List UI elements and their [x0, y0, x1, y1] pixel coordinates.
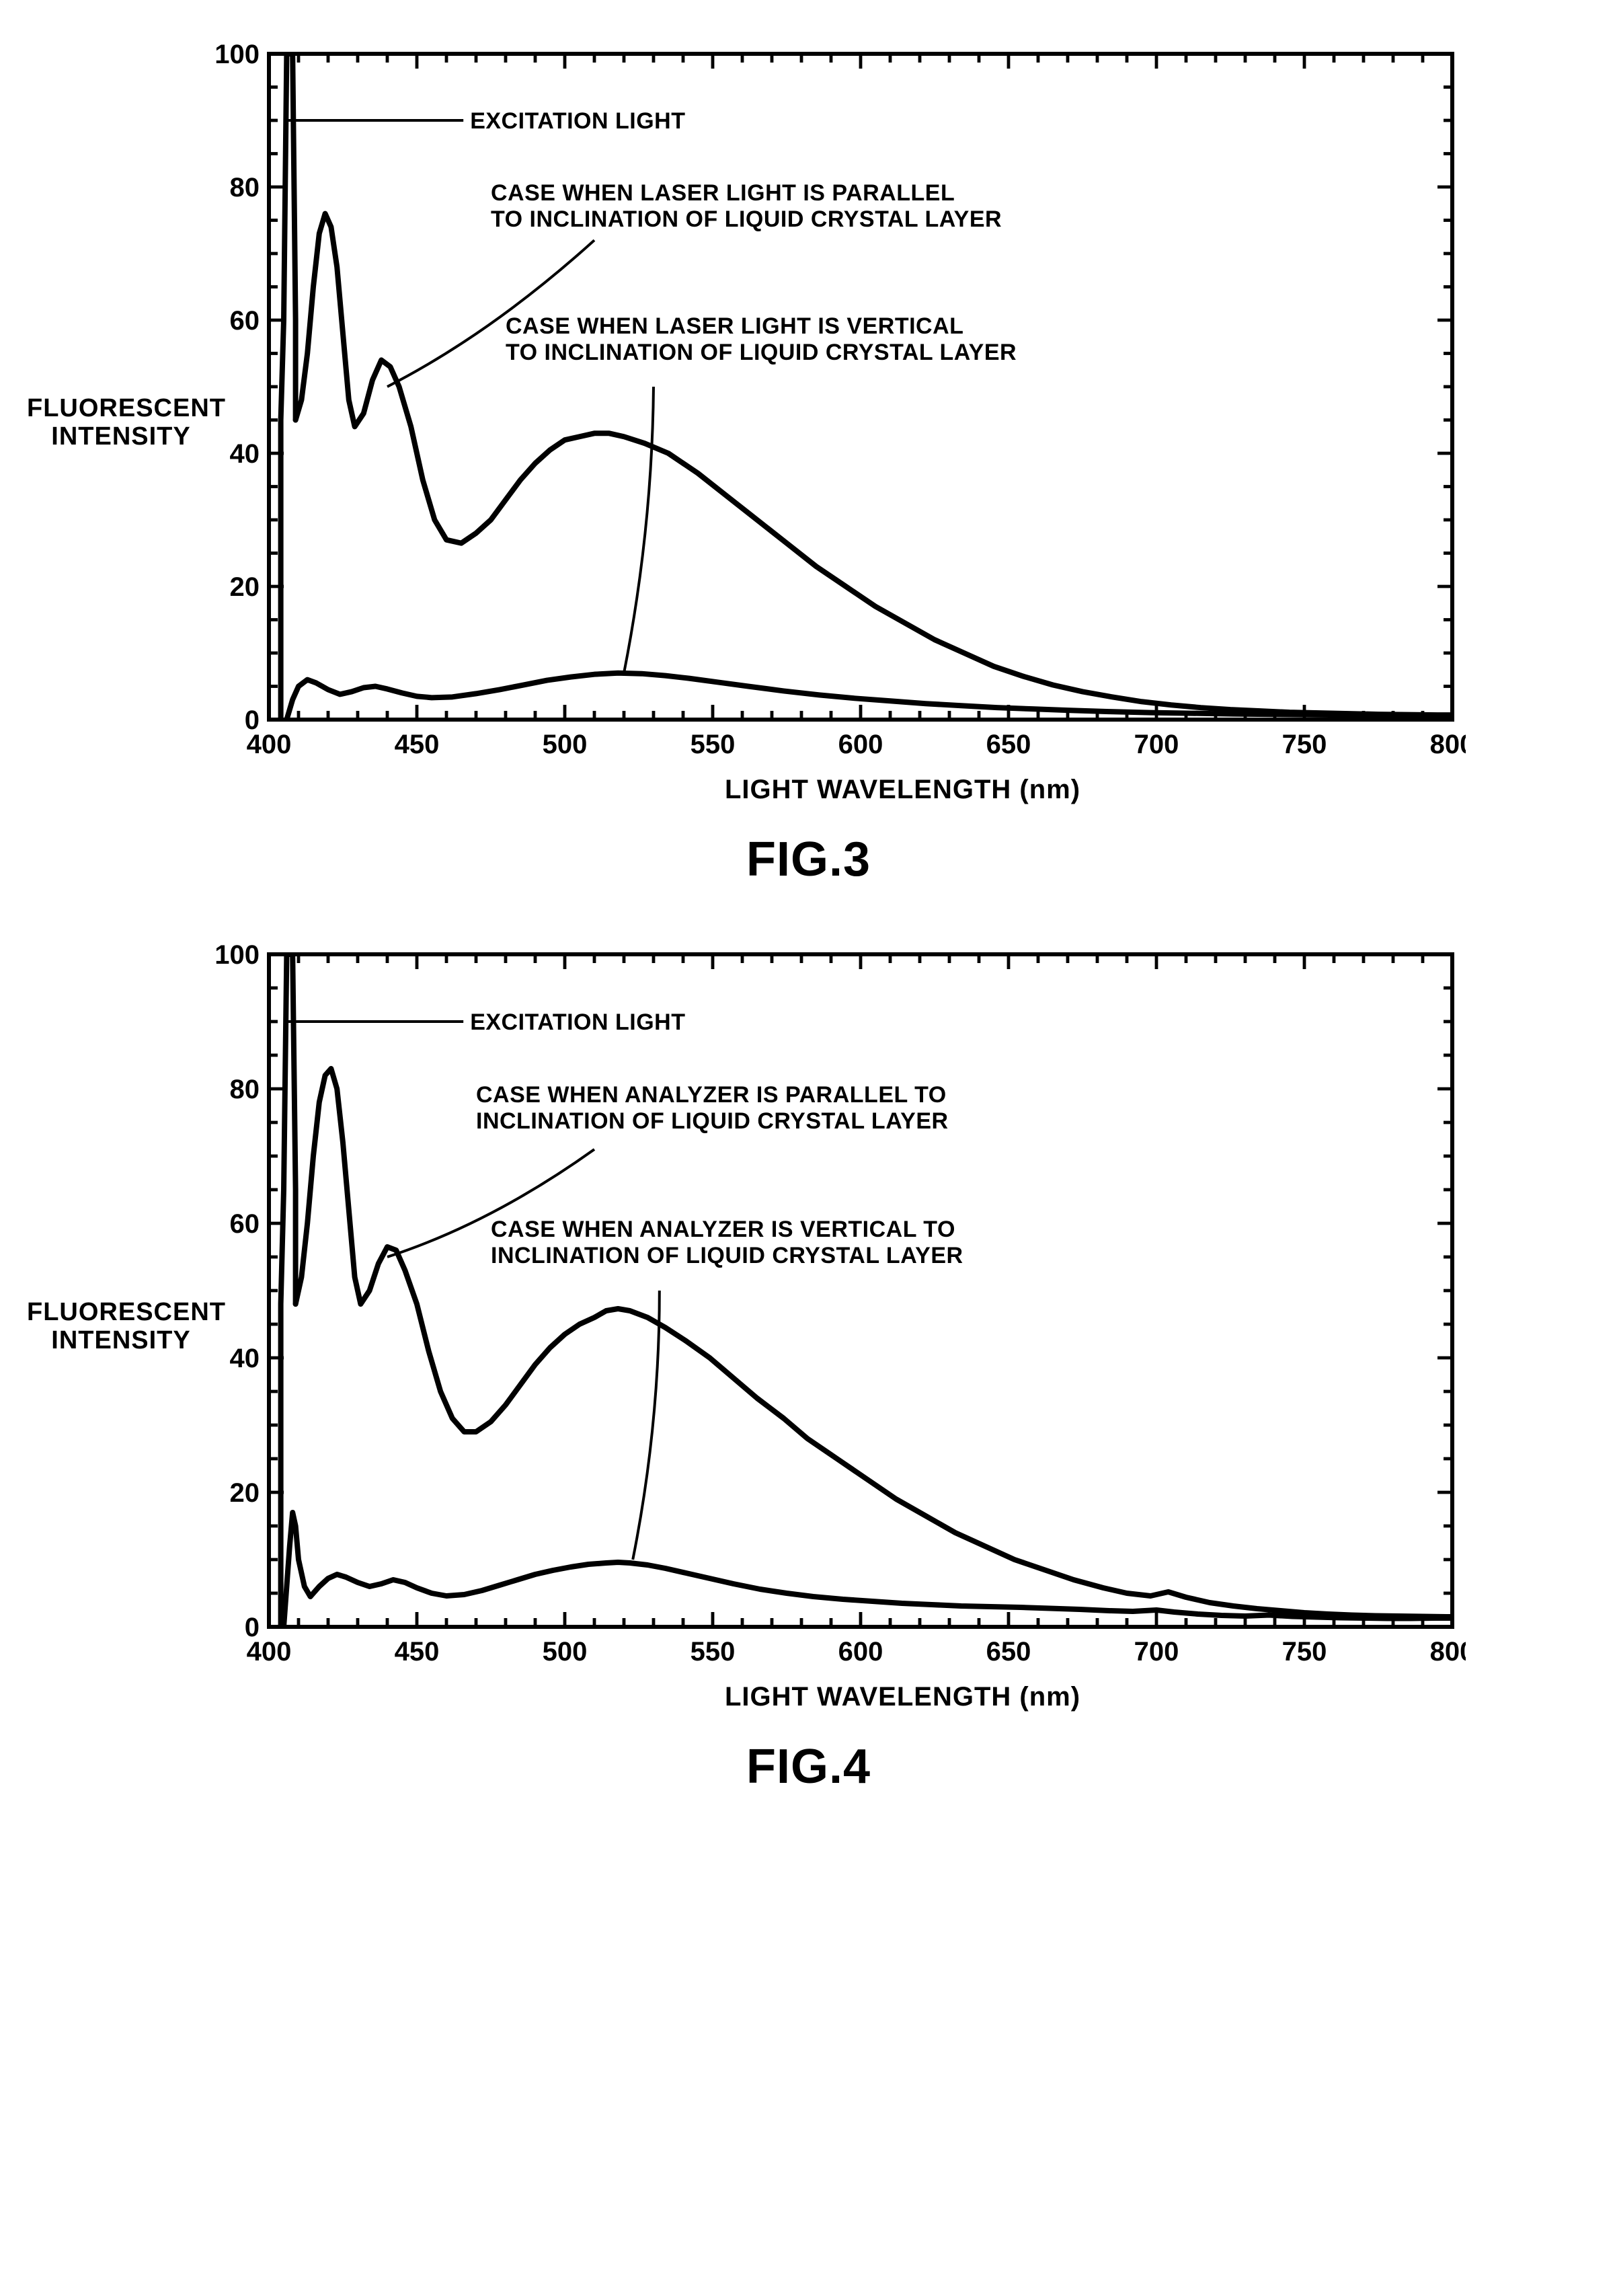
- svg-text:40: 40: [230, 1344, 260, 1373]
- svg-text:100: 100: [215, 941, 260, 970]
- fig3-caption: FIG.3: [27, 832, 1590, 887]
- svg-text:750: 750: [1282, 1637, 1327, 1667]
- fig3-xlabel: LIGHT WAVELENGTH (nm): [215, 775, 1590, 805]
- svg-text:100: 100: [215, 40, 260, 69]
- svg-text:20: 20: [230, 572, 260, 602]
- fig3-chart: 400450500550600650700750800020406080100E…: [215, 40, 1466, 767]
- svg-text:0: 0: [245, 1613, 260, 1642]
- svg-text:0: 0: [245, 705, 260, 735]
- svg-text:INCLINATION OF LIQUID CRYSTAL: INCLINATION OF LIQUID CRYSTAL LAYER: [491, 1243, 963, 1268]
- fig4-chart-col: 400450500550600650700750800020406080100E…: [215, 941, 1590, 1712]
- fig3-ylabel-line1: FLUORESCENT: [27, 394, 226, 422]
- svg-text:EXCITATION LIGHT: EXCITATION LIGHT: [470, 1009, 685, 1035]
- svg-text:CASE WHEN ANALYZER IS PARALLEL: CASE WHEN ANALYZER IS PARALLEL TO: [476, 1082, 947, 1108]
- fig3-ylabel: FLUORESCENT INTENSITY: [27, 395, 215, 451]
- svg-text:EXCITATION LIGHT: EXCITATION LIGHT: [470, 108, 685, 134]
- svg-text:40: 40: [230, 439, 260, 469]
- svg-text:700: 700: [1134, 730, 1179, 759]
- svg-text:800: 800: [1430, 1637, 1466, 1667]
- svg-text:80: 80: [230, 173, 260, 202]
- fig3-ylabel-line2: INTENSITY: [51, 422, 190, 451]
- svg-text:CASE WHEN ANALYZER IS VERTICAL: CASE WHEN ANALYZER IS VERTICAL TO: [491, 1217, 955, 1242]
- svg-text:450: 450: [395, 1637, 440, 1667]
- figure-3-block: FLUORESCENT INTENSITY 400450500550600650…: [27, 40, 1590, 887]
- fig3-chart-col: 400450500550600650700750800020406080100E…: [215, 40, 1590, 805]
- figure-3-row: FLUORESCENT INTENSITY 400450500550600650…: [27, 40, 1590, 805]
- svg-text:700: 700: [1134, 1637, 1179, 1667]
- svg-text:INCLINATION OF LIQUID CRYSTAL: INCLINATION OF LIQUID CRYSTAL LAYER: [476, 1108, 949, 1134]
- fig4-caption: FIG.4: [27, 1739, 1590, 1794]
- svg-text:750: 750: [1282, 730, 1327, 759]
- svg-text:500: 500: [543, 730, 588, 759]
- svg-text:CASE WHEN LASER LIGHT IS VERTI: CASE WHEN LASER LIGHT IS VERTICAL: [506, 313, 963, 339]
- figure-4-block: FLUORESCENT INTENSITY 400450500550600650…: [27, 941, 1590, 1794]
- svg-text:650: 650: [986, 1637, 1031, 1667]
- svg-text:600: 600: [838, 1637, 883, 1667]
- svg-text:20: 20: [230, 1478, 260, 1508]
- fig4-ylabel-line2: INTENSITY: [51, 1326, 190, 1354]
- svg-text:TO INCLINATION OF LIQUID CRYST: TO INCLINATION OF LIQUID CRYSTAL LAYER: [506, 340, 1017, 365]
- fig4-ylabel: FLUORESCENT INTENSITY: [27, 1299, 215, 1355]
- page-container: FLUORESCENT INTENSITY 400450500550600650…: [27, 40, 1590, 1794]
- svg-text:650: 650: [986, 730, 1031, 759]
- svg-text:60: 60: [230, 306, 260, 336]
- fig4-chart: 400450500550600650700750800020406080100E…: [215, 941, 1466, 1674]
- svg-text:600: 600: [838, 730, 883, 759]
- svg-text:TO INCLINATION OF LIQUID CRYST: TO INCLINATION OF LIQUID CRYSTAL LAYER: [491, 206, 1002, 232]
- svg-text:80: 80: [230, 1075, 260, 1104]
- svg-text:450: 450: [395, 730, 440, 759]
- svg-text:60: 60: [230, 1209, 260, 1239]
- fig4-ylabel-line1: FLUORESCENT: [27, 1298, 226, 1326]
- svg-text:550: 550: [691, 730, 736, 759]
- figure-4-row: FLUORESCENT INTENSITY 400450500550600650…: [27, 941, 1590, 1712]
- svg-text:CASE WHEN LASER LIGHT IS PARAL: CASE WHEN LASER LIGHT IS PARALLEL: [491, 180, 955, 206]
- fig4-xlabel: LIGHT WAVELENGTH (nm): [215, 1682, 1590, 1712]
- svg-text:550: 550: [691, 1637, 736, 1667]
- svg-text:800: 800: [1430, 730, 1466, 759]
- svg-text:500: 500: [543, 1637, 588, 1667]
